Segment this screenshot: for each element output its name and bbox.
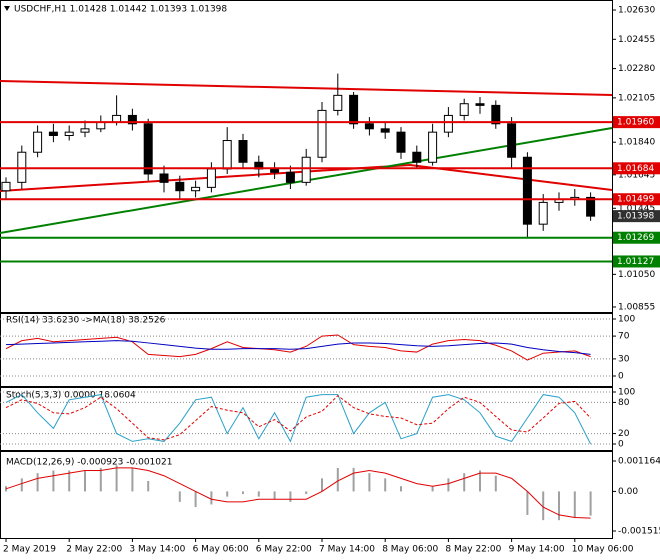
y-tick-label: 70 [618,332,630,342]
indicator-title: RSI(14) 33.6230 ->MA(18) 38.2526 [6,316,166,326]
y-tick-label: 1.00855 [618,302,655,312]
candle-body [364,123,374,130]
last-price: 1.01398 [617,212,654,222]
y-tick-label: 100 [618,388,635,398]
indicator-title: Stoch(5,3,3) 0.0000 18.0604 [6,391,136,401]
x-tick-label: 8 May 22:00 [445,545,501,555]
candle-body [586,196,596,217]
candle-body [396,131,406,153]
candle-body [80,128,90,133]
candle-body [143,123,153,175]
y-tick-label: 1.01050 [618,270,655,280]
y-tick-label: 0 [618,372,624,382]
indicator-line [5,394,591,441]
stoch-frame [0,387,613,451]
indicator-line [5,340,591,355]
x-tick-label: 9 May 14:00 [509,545,565,555]
last-price-bg [613,210,660,223]
rsi-frame [0,313,613,387]
candle-body [380,128,390,133]
level-label-bg [613,255,660,268]
candle-body [270,168,280,173]
y-tick-label: 1.02105 [618,93,655,103]
level-label: 1.01960 [617,118,654,128]
candle-body [428,131,438,163]
menu-arrow [4,6,10,11]
level-label: 1.01684 [617,164,654,174]
y-tick-label: 1.02630 [618,6,655,16]
y-tick-label: 100 [618,315,635,325]
candle-body [475,103,485,106]
candle-body [48,131,58,137]
candle-body [64,131,74,137]
candle-body [443,114,453,133]
candle-body [206,168,216,188]
candle-body [301,156,311,183]
trend-line [0,163,613,192]
y-tick-label: 80 [618,398,630,408]
indicator-title: MACD(12,26,9) -0.000923 -0.001021 [6,458,172,468]
candle-body [349,94,359,125]
x-tick-label: 8 May 06:00 [382,545,438,555]
level-label: 1.01127 [617,257,654,267]
candle-body [507,123,517,158]
candle-body [459,103,469,116]
chart-title: USDCHF,H1 1.01428 1.01442 1.01393 1.0139… [14,5,227,15]
x-tick-label: 6 May 06:00 [193,545,249,555]
candle-body [96,121,106,130]
y-tick-label: 30 [618,354,630,364]
trend-line [0,80,613,96]
candle-body [191,186,201,192]
candle-body [333,94,343,111]
level-label-bg [613,162,660,175]
candle-body [317,109,327,158]
candle-body [412,151,422,163]
candle-body [127,114,137,125]
candle-body [33,131,43,153]
indicator-line [5,393,592,445]
y-tick-label: 1.02280 [618,64,655,74]
level-label-bg [613,116,660,129]
candle-body [112,114,122,123]
candle-body [159,173,169,183]
candle-body [538,201,548,225]
price-frame [0,0,613,313]
candle-body [238,140,248,163]
level-label-bg [613,193,660,206]
level-label-bg [613,231,660,244]
level-label: 1.01499 [617,195,654,205]
indicator-line [5,334,591,361]
x-tick-label: 10 May 06:00 [572,545,634,555]
y-tick-label: 0.001164 [618,457,660,467]
candle-body [1,181,11,192]
x-tick-label: 6 May 22:00 [256,545,312,555]
y-tick-label: 0.00 [618,487,638,497]
candle-body [522,156,532,225]
x-tick-label: 3 May 14:00 [129,545,185,555]
macd-frame [0,451,613,539]
y-tick-label: 1.02455 [618,35,655,45]
level-label: 1.01269 [617,233,654,243]
candle-body [491,104,501,125]
y-tick-label: 1.01445 [618,204,655,214]
indicator-line [5,467,591,519]
y-tick-label: 1.01645 [618,170,655,180]
y-tick-label: -0.001515 [618,527,660,537]
candle-body [175,181,185,192]
x-tick-label: 7 May 14:00 [319,545,375,555]
y-tick-label: 0 [618,440,624,450]
x-tick-label: 2 May 2019 [3,545,56,555]
y-tick-label: 20 [618,429,630,439]
y-tick-label: 1.01840 [618,138,655,148]
x-tick-label: 2 May 22:00 [66,545,122,555]
candle-body [222,140,232,170]
candle-body [17,151,27,183]
candle-body [285,171,295,183]
